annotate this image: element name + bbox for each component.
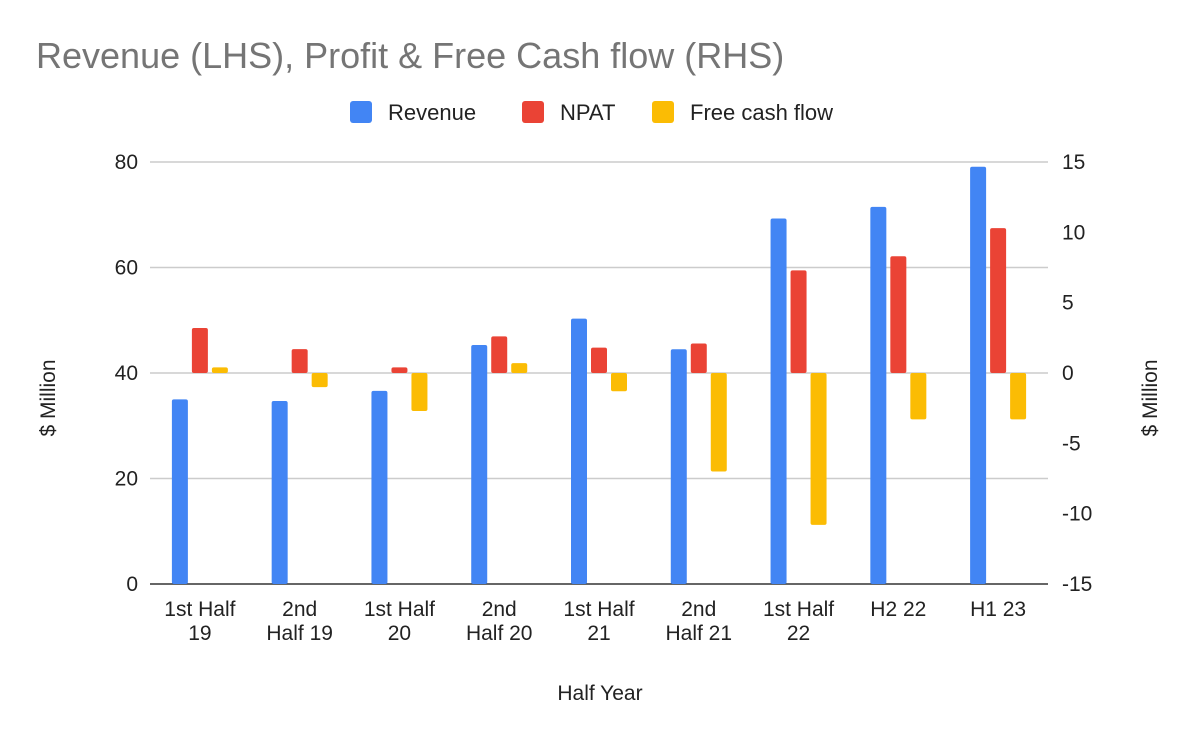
x-axis-label: Half Year xyxy=(557,682,642,705)
chart-title: Revenue (LHS), Profit & Free Cash flow (… xyxy=(36,35,784,76)
bar-revenue xyxy=(571,318,587,584)
x-category-label-line: 21 xyxy=(587,622,610,645)
bar-npat xyxy=(890,256,907,373)
bar-free-cash-flow xyxy=(411,373,428,411)
bar-revenue xyxy=(171,399,188,584)
x-category-label-line: 2nd xyxy=(282,598,317,621)
bar-free-cash-flow xyxy=(211,367,228,373)
x-category-label: 1st Half 19 xyxy=(164,598,235,645)
x-category-label-line: Half 19 xyxy=(266,622,333,645)
x-category-label-line: Half 20 xyxy=(466,622,533,645)
x-category-label: H2 22 xyxy=(870,598,926,621)
x-category-label-line: 22 xyxy=(787,622,810,645)
x-category-label: 1st Half 22 xyxy=(763,598,834,645)
x-category-label-line: H2 22 xyxy=(870,598,926,621)
bar-revenue xyxy=(471,345,488,584)
legend-label: NPAT xyxy=(560,100,615,125)
legend-label: Revenue xyxy=(388,100,476,125)
bar-free-cash-flow xyxy=(710,373,727,472)
bar-free-cash-flow xyxy=(611,373,627,392)
bar-npat xyxy=(990,228,1007,373)
bar-npat xyxy=(690,343,707,373)
y-left-tick-label: 60 xyxy=(115,257,138,280)
bar-revenue xyxy=(371,390,388,584)
bar-npat xyxy=(491,336,508,373)
legend-swatch-revenue xyxy=(350,101,372,123)
y-right-tick-label: 15 xyxy=(1062,151,1085,174)
bar-revenue xyxy=(970,166,987,584)
bar-npat xyxy=(191,327,208,373)
legend: Revenue NPAT Free cash flow xyxy=(350,100,833,125)
x-category-label: 1st Half 21 xyxy=(563,598,634,645)
y-axis-right-label: $ Million xyxy=(1139,359,1162,436)
x-category-label: H1 23 xyxy=(970,598,1026,621)
x-category-label-line: 2nd xyxy=(681,598,716,621)
bars xyxy=(171,166,1027,584)
x-category-label-line: 1st Half xyxy=(563,598,634,621)
bar-revenue xyxy=(770,218,787,584)
bar-free-cash-flow xyxy=(910,373,927,420)
legend-swatch-free-cash-flow xyxy=(652,101,674,123)
y-axis-left-label: $ Million xyxy=(37,359,60,436)
bar-revenue xyxy=(670,349,687,584)
y-left-tick-label: 40 xyxy=(115,362,138,385)
x-category-label: 2nd Half 19 xyxy=(266,598,333,645)
axis-ticks: 0 20 40 60 80 -15 -10 -5 0 5 10 15 xyxy=(115,151,1093,596)
x-category-label-line: 1st Half xyxy=(763,598,834,621)
bar-revenue xyxy=(870,206,887,584)
y-right-tick-label: -5 xyxy=(1062,432,1081,455)
x-category-label: 1st Half 20 xyxy=(364,598,435,645)
bar-npat xyxy=(591,347,607,373)
x-category-label: 2nd Half 21 xyxy=(666,598,733,645)
y-right-tick-label: -15 xyxy=(1062,573,1092,596)
bar-free-cash-flow xyxy=(1010,373,1027,420)
y-right-tick-label: 0 xyxy=(1062,362,1074,385)
bar-free-cash-flow xyxy=(511,363,528,373)
y-right-tick-label: 10 xyxy=(1062,221,1085,244)
x-category-label-line: 20 xyxy=(388,622,411,645)
bar-npat xyxy=(790,270,807,373)
legend-label: Free cash flow xyxy=(690,100,833,125)
bar-free-cash-flow xyxy=(311,373,328,388)
bar-free-cash-flow xyxy=(810,373,827,525)
y-left-tick-label: 0 xyxy=(126,573,138,596)
x-category-label-line: Half 21 xyxy=(666,622,733,645)
y-right-tick-label: 5 xyxy=(1062,292,1074,315)
y-left-tick-label: 80 xyxy=(115,151,138,174)
x-category-label-line: 19 xyxy=(188,622,211,645)
legend-swatch-npat xyxy=(522,101,544,123)
x-category-label-line: H1 23 xyxy=(970,598,1026,621)
x-category-label-line: 2nd xyxy=(482,598,517,621)
bar-npat xyxy=(391,367,408,373)
y-right-tick-label: -10 xyxy=(1062,503,1092,526)
bar-npat xyxy=(291,349,308,373)
bar-revenue xyxy=(271,400,288,584)
x-category-label: 2nd Half 20 xyxy=(466,598,533,645)
y-left-tick-label: 20 xyxy=(115,468,138,491)
x-category-label-line: 1st Half xyxy=(164,598,235,621)
x-category-label-line: 1st Half xyxy=(364,598,435,621)
